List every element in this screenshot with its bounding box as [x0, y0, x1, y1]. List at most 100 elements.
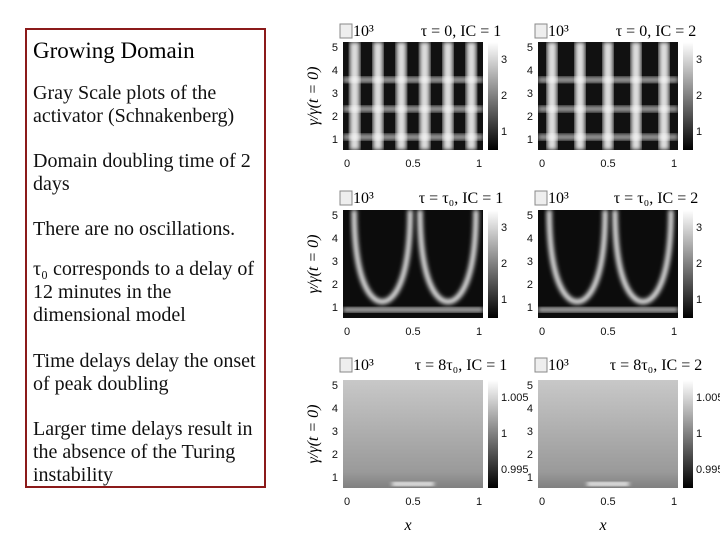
x-tick-label: 0	[344, 158, 350, 170]
y-tick-label: 3	[332, 88, 338, 100]
y-tick-label: 4	[527, 65, 533, 77]
stripe	[659, 42, 669, 150]
curve	[546, 210, 608, 305]
panel-title: Growing Domain	[33, 38, 195, 63]
heatmap-bg	[343, 380, 483, 488]
heatmap-body	[343, 210, 483, 318]
colorbar-tick-label: 0.995	[501, 464, 529, 476]
plot-title: τ = 8τ₀, IC = 1	[415, 357, 507, 374]
y-tick-label: 1	[527, 134, 533, 146]
curve	[417, 210, 479, 305]
band	[343, 134, 483, 141]
band	[587, 482, 629, 486]
x-tick-label: 0	[344, 496, 350, 508]
x-tick-label: 0	[539, 158, 545, 170]
bullet: τ₀ corresponds to a delay of 12 minutes …	[33, 258, 255, 326]
colorbar	[683, 210, 693, 318]
x-tick-label: 1	[476, 326, 482, 338]
y-tick-label: 5	[527, 380, 533, 392]
bullet: Domain doubling time of 2 days	[33, 150, 251, 195]
y-tick-label: 5	[332, 210, 338, 222]
band	[343, 307, 483, 313]
bullet: There are no oscillations.	[33, 218, 236, 240]
x-tick-label: 0	[539, 326, 545, 338]
stripe	[547, 42, 557, 150]
heatmap	[538, 380, 678, 488]
x-tick-label: 1	[671, 326, 677, 338]
plot-title: τ = 0, IC = 1	[421, 23, 501, 40]
y-tick-label: 3	[527, 426, 533, 438]
colorbar-tick-label: 0.995	[696, 464, 720, 476]
stripe	[575, 42, 585, 150]
plot-title: τ = 0, IC = 2	[616, 23, 696, 40]
y-tick-label: 3	[527, 88, 533, 100]
band	[538, 134, 678, 141]
y-tick-label: 3	[332, 426, 338, 438]
colorbar-tick-label: 3	[696, 222, 702, 234]
heatmap-body	[343, 380, 483, 488]
stripe	[349, 42, 360, 150]
x-tick-label: 0.5	[405, 496, 420, 508]
stripe	[631, 42, 641, 150]
y-tick-label: 3	[332, 256, 338, 268]
heatmap-body	[538, 380, 678, 488]
colorbar	[488, 380, 498, 488]
stripe	[443, 42, 453, 150]
plot-title: τ = τ₀, IC = 1	[419, 190, 503, 207]
scale-label: 10³	[548, 23, 569, 40]
x-tick-label: 0.5	[405, 326, 420, 338]
y-tick-label: 1	[332, 134, 338, 146]
x-tick-label: 1	[476, 496, 482, 508]
stripe	[466, 42, 477, 150]
y-tick-label: 3	[527, 256, 533, 268]
y-axis-label: γ/γ(t = 0)	[305, 405, 322, 464]
x-axis-label: x	[403, 517, 411, 534]
heatmap-body	[343, 42, 483, 150]
heatmap	[343, 380, 483, 488]
heatmap-body	[538, 210, 678, 318]
heatmap	[538, 210, 678, 318]
curve	[351, 210, 413, 305]
curve	[612, 210, 674, 305]
colorbar-tick-label: 1	[696, 428, 702, 440]
y-tick-label: 4	[527, 233, 533, 245]
colorbar	[683, 42, 693, 150]
x-tick-label: 0.5	[600, 326, 615, 338]
y-tick-label: 2	[332, 111, 338, 123]
x-axis-label: x	[598, 517, 606, 534]
colorbar-tick-label: 1	[501, 294, 507, 306]
heatmap-bg	[538, 210, 678, 318]
heatmap-bg	[538, 380, 678, 488]
stripe	[419, 42, 430, 150]
text-panel: Growing Domain Gray Scale plots of the a…	[25, 28, 266, 488]
image-icon	[534, 357, 548, 373]
y-tick-label: 1	[332, 472, 338, 484]
image-icon	[534, 23, 548, 39]
image-icon	[339, 357, 353, 373]
heatmap-bg	[343, 210, 483, 318]
scale-label: 10³	[548, 357, 569, 374]
colorbar-tick-label: 1.005	[696, 392, 720, 404]
image-icon	[339, 190, 353, 206]
x-tick-label: 0.5	[600, 496, 615, 508]
y-axis-label: γ/γ(t = 0)	[305, 235, 322, 294]
y-tick-label: 2	[332, 449, 338, 461]
image-icon	[534, 190, 548, 206]
x-tick-label: 0	[344, 326, 350, 338]
colorbar-tick-label: 1	[696, 126, 702, 138]
y-tick-label: 1	[332, 302, 338, 314]
colorbar-tick-label: 2	[696, 258, 702, 270]
y-tick-label: 2	[527, 111, 533, 123]
image-icon	[339, 23, 353, 39]
band	[392, 482, 434, 486]
y-tick-label: 1	[527, 472, 533, 484]
x-tick-label: 0	[539, 496, 545, 508]
y-tick-label: 2	[332, 279, 338, 291]
x-tick-label: 1	[476, 158, 482, 170]
colorbar-tick-label: 1	[501, 428, 507, 440]
band	[343, 76, 483, 83]
colorbar-tick-label: 1	[696, 294, 702, 306]
scale-label: 10³	[353, 23, 374, 40]
